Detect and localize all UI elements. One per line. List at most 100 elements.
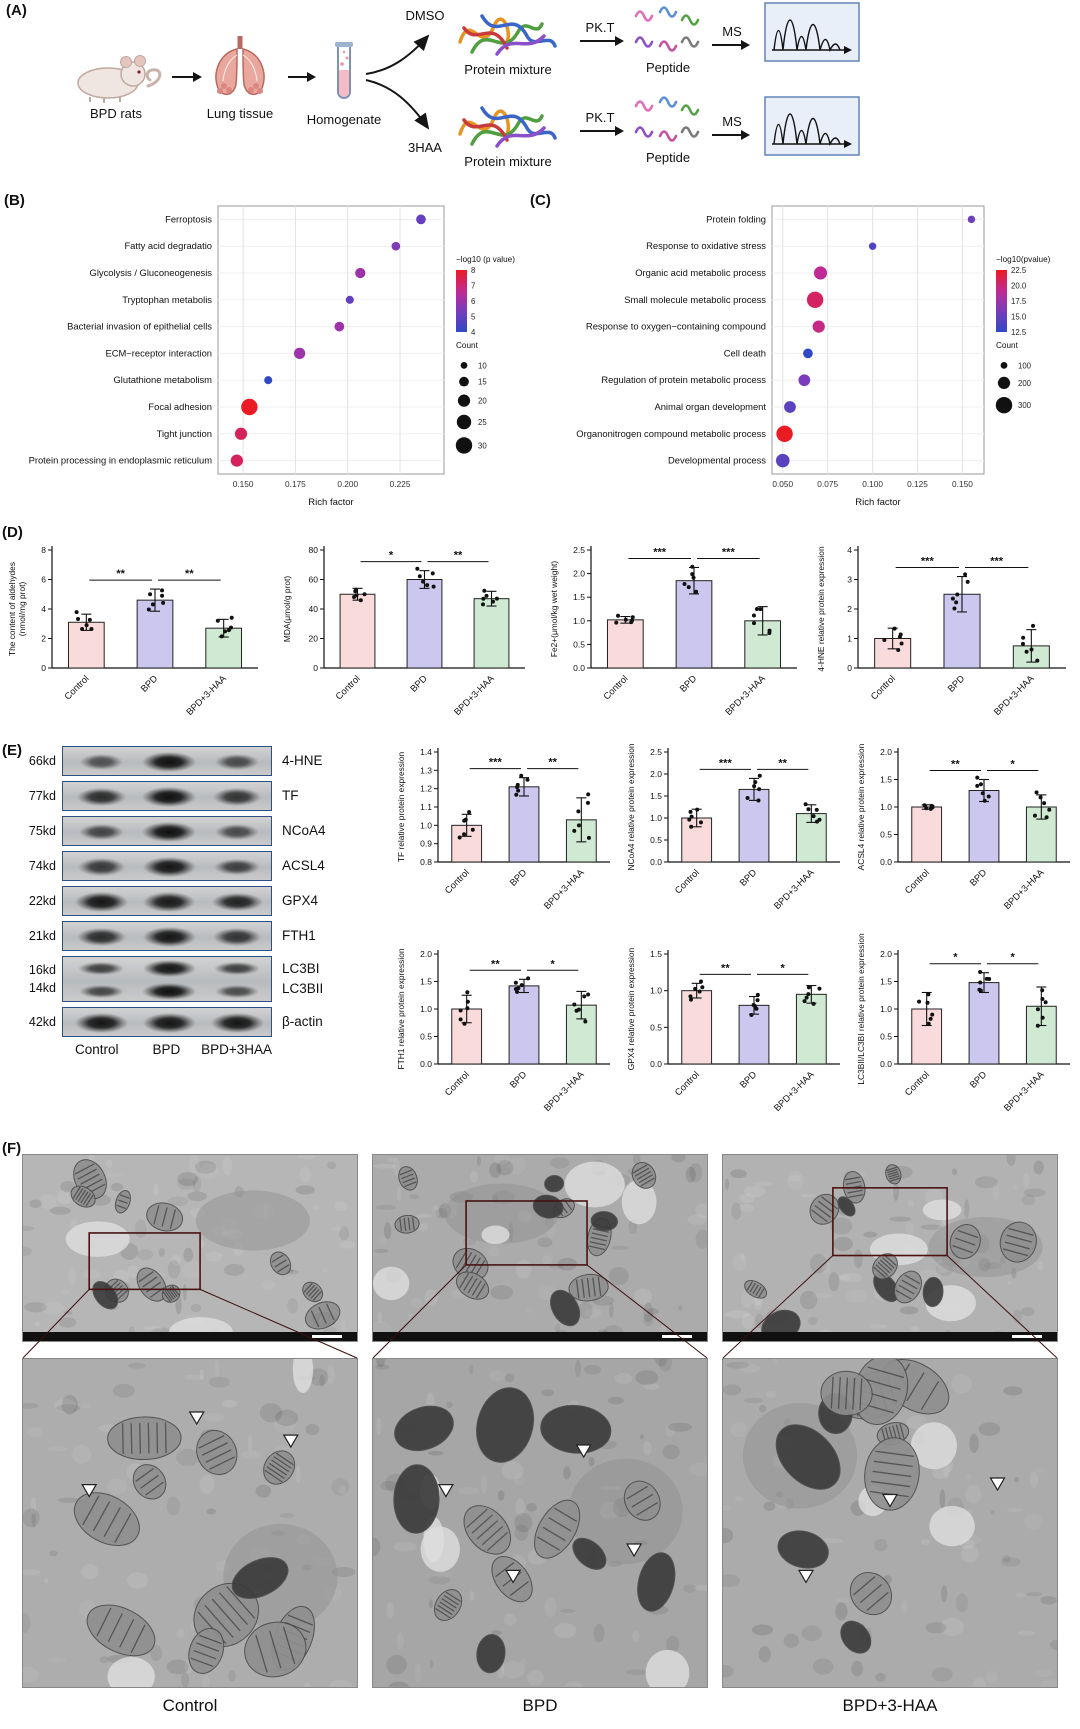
svg-text:Protein processing in endoplas: Protein processing in endoplasmic reticu…	[29, 455, 213, 466]
blot-band	[142, 960, 196, 977]
ncoa4-bar-chart: 0.0 0.5 1.0 1.5 2.0 2.5 NCoA4 relative protein…	[622, 726, 848, 926]
data-point	[623, 617, 628, 622]
significance-stars: *	[781, 962, 786, 974]
significance-stars: **	[491, 958, 500, 970]
data-point	[757, 773, 762, 778]
data-point	[160, 593, 165, 598]
svg-text:1.5: 1.5	[573, 592, 585, 602]
dmso-label: DMSO	[405, 8, 445, 23]
size-legend-dot	[995, 397, 1013, 414]
svg-text:−log10 (p value): −log10 (p value)	[456, 255, 515, 264]
data-point	[74, 610, 79, 615]
svg-text:10: 10	[478, 361, 487, 370]
svg-text:Control: Control	[903, 1069, 931, 1097]
svg-text:BPD: BPD	[968, 867, 989, 888]
bar	[473, 598, 510, 669]
svg-text:Control: Control	[903, 867, 931, 895]
mitochondrion	[476, 1634, 506, 1674]
data-point	[751, 1002, 756, 1007]
enrichment-dot	[230, 454, 243, 467]
tem-group-label: Control	[162, 1696, 218, 1715]
blot-band	[211, 892, 263, 912]
significance-stars: **	[778, 757, 787, 769]
data-point	[1021, 635, 1026, 640]
arrowhead-marker	[282, 1434, 299, 1449]
svg-text:Control: Control	[673, 867, 701, 895]
arrowhead-marker	[437, 1484, 454, 1498]
mitochondrion	[572, 1537, 607, 1570]
molecular-weight-label: 77kd	[28, 788, 56, 803]
data-point	[525, 777, 530, 782]
blot-strip	[62, 921, 272, 951]
data-point	[954, 600, 959, 605]
svg-text:0.5: 0.5	[880, 1032, 892, 1042]
bar	[675, 580, 713, 669]
tem-group-label: BPD	[522, 1696, 558, 1715]
protein-name-label: ACSL4	[282, 858, 325, 874]
data-point	[817, 817, 822, 822]
data-point	[494, 596, 499, 601]
data-point	[467, 810, 472, 815]
inset-connector-line	[586, 1264, 708, 1359]
data-point	[470, 827, 475, 832]
data-point	[465, 990, 470, 995]
scale-bar	[312, 1335, 342, 1338]
bar	[738, 788, 770, 863]
enrichment-dot	[806, 291, 824, 308]
data-point	[1042, 801, 1047, 806]
data-point	[922, 803, 927, 808]
inset-rect	[465, 1200, 588, 1266]
data-point	[952, 606, 957, 611]
data-point	[806, 992, 811, 997]
protein-name-label: β-actin	[282, 1014, 323, 1030]
svg-text:60: 60	[309, 575, 319, 585]
tem-micrograph	[372, 1358, 708, 1688]
svg-text:4: 4	[847, 545, 852, 555]
inset-connector-line	[722, 1255, 834, 1359]
data-point	[160, 588, 165, 593]
svg-text:MDA(μmol/g prot): MDA(μmol/g prot)	[282, 576, 292, 642]
protein-mixture-label: Protein mixture	[464, 154, 552, 169]
mitochondrion	[398, 1166, 418, 1191]
mitochondrion	[394, 1214, 420, 1234]
data-point	[1040, 1015, 1045, 1020]
svg-text:Protein folding: Protein folding	[706, 213, 766, 224]
svg-text:2: 2	[41, 634, 46, 644]
svg-text:4: 4	[41, 604, 46, 614]
svg-text:0.100: 0.100	[862, 479, 883, 489]
mitochondrion	[809, 1193, 840, 1225]
bar	[339, 593, 376, 669]
blot-strip	[62, 851, 272, 881]
svg-text:1: 1	[847, 634, 852, 644]
blot-row: 75kd NCoA4	[16, 816, 384, 846]
tem-micrograph	[22, 1358, 358, 1688]
data-point	[462, 1021, 467, 1026]
bpd-rats-label: BPD rats	[89, 106, 142, 121]
data-point	[753, 780, 758, 785]
mitochondrion	[269, 1251, 292, 1276]
svg-text:Count: Count	[456, 341, 479, 350]
size-legend-dot	[455, 437, 473, 454]
svg-text:22.5: 22.5	[1011, 266, 1027, 275]
data-point	[417, 574, 422, 579]
svg-text:1.1: 1.1	[420, 802, 432, 812]
data-point	[354, 587, 359, 592]
data-point	[89, 626, 94, 631]
panel-e-label: (E)	[2, 742, 22, 759]
arrow-right-icon	[288, 72, 316, 82]
data-point	[689, 824, 694, 829]
size-legend-dot	[459, 376, 469, 387]
data-point	[481, 596, 486, 601]
data-point	[814, 807, 819, 812]
data-point	[806, 807, 811, 812]
data-point	[698, 979, 703, 984]
svg-text:BPD+3-HAA: BPD+3-HAA	[452, 673, 496, 717]
enrichment-dot	[345, 295, 354, 304]
svg-text:1.5: 1.5	[650, 791, 662, 801]
enrichment-dot	[355, 267, 366, 279]
mitochondrion	[590, 1211, 618, 1232]
panel-f-tem: Control BPD BPD+3-HAA	[22, 1154, 1058, 1716]
svg-text:20: 20	[478, 397, 487, 406]
tem-micrograph	[722, 1154, 1058, 1342]
svg-text:8: 8	[471, 266, 475, 275]
